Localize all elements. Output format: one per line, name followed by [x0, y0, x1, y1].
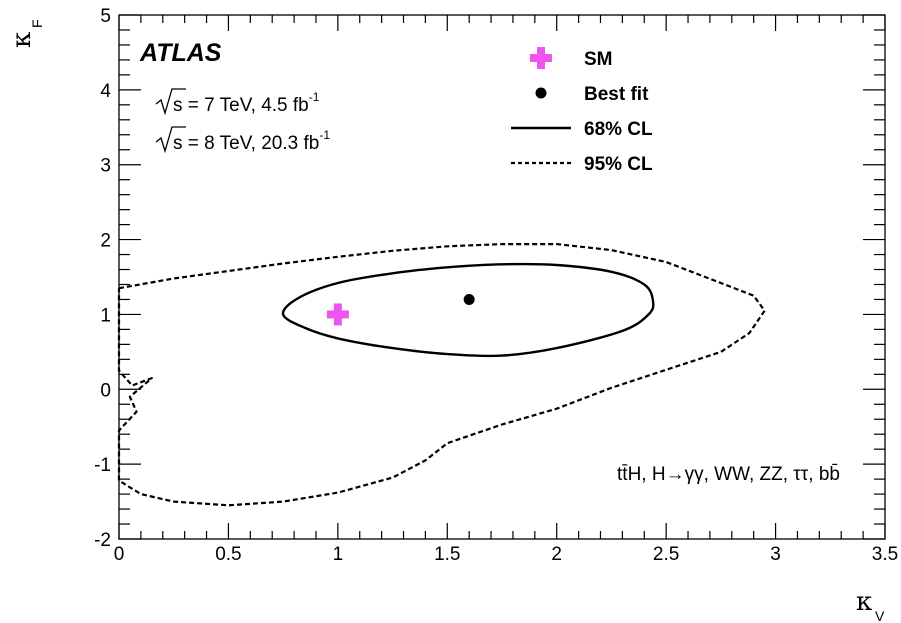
- legend-bestfit-marker: [535, 87, 547, 99]
- y-tick-label: 3: [100, 156, 111, 177]
- y-axis-title: κ F: [7, 19, 45, 48]
- markers: [326, 293, 475, 326]
- legend-label-bestfit: Best fit: [584, 84, 649, 105]
- x-tick-label: 3.5: [872, 544, 898, 565]
- y-tick-label: 2: [100, 231, 111, 252]
- best-fit-marker: [463, 293, 475, 305]
- legend-label-68cl: 68% CL: [584, 119, 653, 140]
- contours: [117, 243, 766, 507]
- info-line-1: s = 7 TeV, 4.5 fb-1: [155, 88, 320, 116]
- contour-95cl: [117, 243, 766, 507]
- experiment-label: ATLAS: [139, 39, 222, 67]
- x-axis-title: κ V: [856, 587, 885, 623]
- y-axis-title-sub: F: [29, 19, 45, 28]
- x-axis-title-main: κ: [856, 587, 872, 617]
- sm-marker: [326, 303, 349, 326]
- y-tick-label: 0: [100, 380, 111, 401]
- x-tick-label: 1.5: [434, 544, 460, 565]
- y-axis-title-main: κ: [7, 32, 37, 48]
- info-line-1-text: = 7 TeV, 4.5 fb: [183, 95, 309, 116]
- sqrt-sign-2: [155, 126, 186, 154]
- y-tick-label: 4: [100, 81, 111, 102]
- info-line-1-sup: -1: [309, 90, 320, 104]
- plot-frame: [118, 14, 886, 540]
- x-tick-label: 2: [551, 544, 562, 565]
- tick-labels: 0 0.5 1 1.5 2 2.5 3 3.5 -2 -1 0 1 2 3 4 5: [94, 6, 898, 565]
- y-tick-label: 1: [100, 305, 111, 326]
- info-line-1-s: s: [173, 95, 183, 116]
- legend: SM Best fit 68% CL 95% CL: [511, 47, 653, 175]
- sqrt-sign-1: [155, 88, 186, 116]
- info-line-2: s = 8 TeV, 20.3 fb-1: [155, 126, 330, 154]
- x-tick-label: 1: [333, 544, 344, 565]
- legend-sm-marker: [530, 47, 552, 69]
- svg-text:s = 8 TeV, 20.3 fb-1: s = 8 TeV, 20.3 fb-1: [173, 128, 330, 154]
- x-tick-label: 3: [770, 544, 781, 565]
- x-axis-title-sub: V: [875, 608, 885, 623]
- svg-text:s = 7 TeV, 4.5 fb-1: s = 7 TeV, 4.5 fb-1: [173, 90, 320, 116]
- x-tick-label: 0.5: [215, 544, 241, 565]
- contour-68cl: [281, 262, 655, 358]
- y-tick-label: 5: [100, 6, 111, 27]
- tick-marks: [118, 14, 886, 540]
- info-line-2-sup: -1: [319, 128, 330, 142]
- legend-label-sm: SM: [584, 49, 613, 70]
- x-tick-label: 0: [114, 544, 125, 565]
- y-tick-label: -1: [94, 455, 111, 476]
- y-tick-label: -2: [94, 530, 111, 551]
- legend-label-95cl: 95% CL: [584, 154, 653, 175]
- info-line-2-text: = 8 TeV, 20.3 fb: [183, 133, 320, 154]
- x-tick-label: 2.5: [653, 544, 679, 565]
- channels-label: tt̄H, H→γγ, WW, ZZ, ττ, bb̄: [617, 464, 840, 485]
- info-line-2-s: s: [173, 133, 183, 154]
